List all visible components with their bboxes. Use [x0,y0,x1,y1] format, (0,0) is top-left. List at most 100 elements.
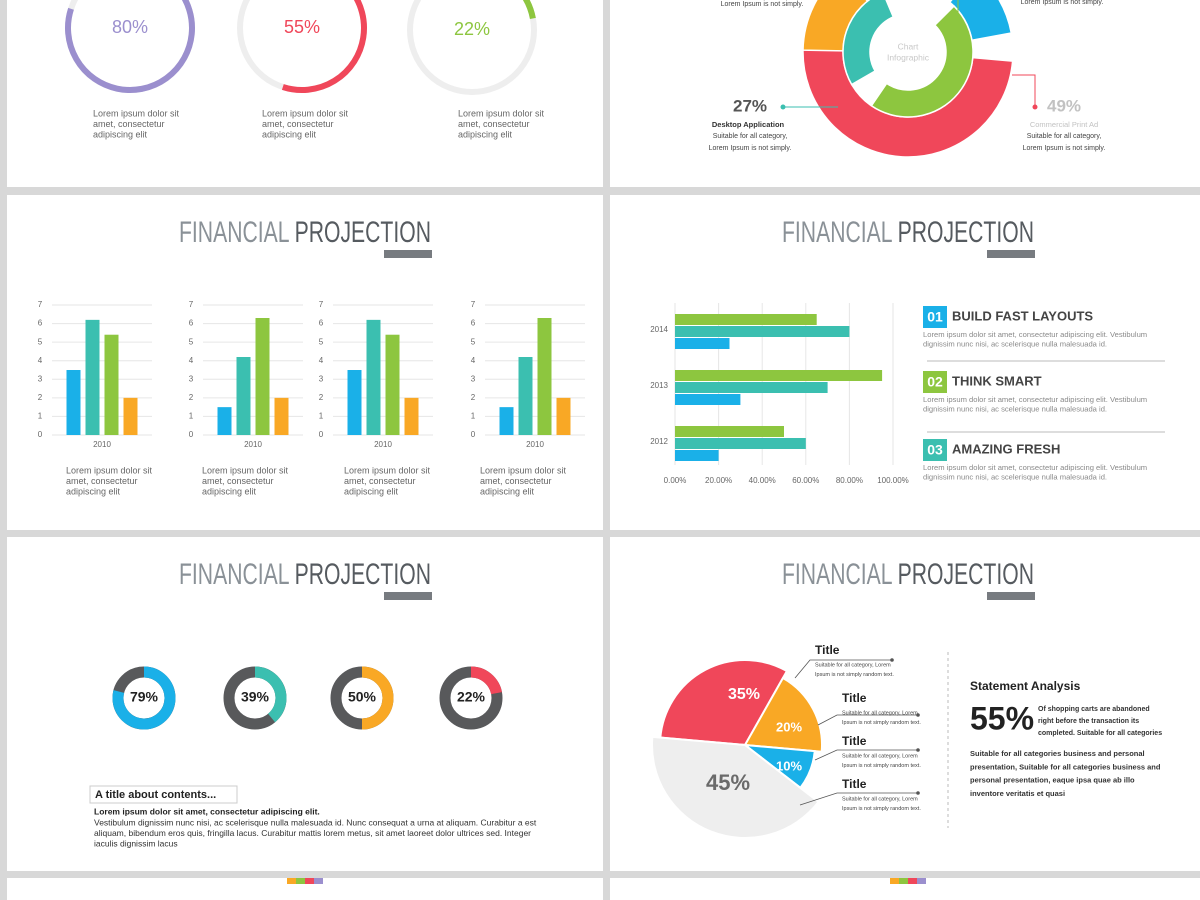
slice-label: 35% [728,686,760,703]
chart-caption: adipiscing elit [202,486,257,496]
statement-body: personal presentation, eaque ipsa quae a… [970,776,1135,785]
y-tick-label: 7 [38,300,43,309]
y-tick-label: 2 [471,393,476,402]
y-tick-label: 2 [189,393,194,402]
gauge-caption: amet, consectetur [262,119,334,129]
annotation-text: Suitable for all category, [713,133,788,140]
annotation-title: Title [842,734,867,748]
leader-line [817,714,918,726]
y-tick-label: 4 [319,356,324,365]
y-tick-label: 2 [38,393,43,402]
x-tick-label: 80.00% [836,476,863,485]
feature-text: Lorem ipsum dolor sit amet, consectetur … [923,330,1147,339]
feature-number: 02 [927,374,943,390]
pie-slice [743,676,823,753]
statement-text: right before the transaction its [1038,718,1139,725]
y-tick-label: 3 [38,374,43,383]
bar [274,397,289,435]
y-tick-label: 5 [471,337,476,346]
feature-text: Lorem ipsum dolor sit amet, consectetur … [923,395,1147,404]
slide-panel [7,0,603,187]
leader-line [799,792,918,806]
chart-caption: adipiscing elit [344,486,399,496]
annotation-text: Suitable for all category, Lorem [842,710,918,716]
bar [255,318,270,435]
title-dark: PROJECTION [898,216,1034,249]
y-tick-label: 3 [319,374,324,383]
y-tick-label: 7 [189,300,194,309]
slide-panel [7,537,603,871]
center-label: Chart [898,41,919,51]
y-tick-label: 2012 [650,437,668,446]
gauge-arc [470,666,502,695]
pie-slice [659,659,789,747]
bar [675,438,806,449]
gauge-arc [361,666,394,730]
slide-panel [610,195,1200,530]
slice-label: 10% [776,758,802,773]
strip-block [305,878,314,884]
gauge-arc [522,0,536,20]
color-strip [287,878,926,884]
y-tick-label: 4 [471,356,476,365]
gauge-label: 80% [112,17,148,37]
annotation-title: Title [815,643,840,657]
annotation-text: Ipsum is not simply random text. [842,763,921,769]
number-box [923,306,947,328]
title-underline [987,250,1035,258]
bar [366,319,381,435]
slice-label: 20% [776,719,802,734]
gauge-caption: Lorem ipsum dolor sit [458,108,545,118]
gauge-label: 22% [457,689,486,705]
gauge-caption: adipiscing elit [458,129,513,139]
gauge-caption: adipiscing elit [262,129,317,139]
y-tick-label: 2014 [650,325,668,334]
top-note: Lorem Ipsum is not simply. [721,1,804,8]
bar [675,326,850,337]
y-tick-label: 5 [319,337,324,346]
title-underline [987,592,1035,600]
y-tick-label: 7 [319,300,324,309]
top-note: Lorem Ipsum is not simply. [1021,0,1104,6]
center-label: Infographic [887,52,930,62]
feature-text: dignissim nunc nisi, ac scelerisque null… [923,340,1107,349]
annotation-text: Suitable for all category, [1027,133,1102,140]
number-box [923,439,947,461]
bar [675,314,817,325]
x-tick-label: 0.00% [664,476,687,485]
leader-line [1012,74,1036,107]
chart-caption: adipiscing elit [480,486,535,496]
feature-title: BUILD FAST LAYOUTS [952,308,1093,323]
strip-block [314,878,323,884]
slide-title: FINANCIAL PROJECTION [179,558,431,591]
feature-title: THINK SMART [952,373,1042,388]
strip-block [287,878,296,884]
leader-dot [1032,104,1038,110]
number-box [923,371,947,393]
y-tick-label: 2 [319,393,324,402]
slide-panel [7,878,603,900]
feature-text: dignissim nunc nisi, ac scelerisque null… [923,405,1107,414]
gauge-label: 39% [241,689,270,705]
body-text: iaculis dignissim lacus [94,838,178,848]
bar [675,338,730,349]
statement-heading: Statement Analysis [970,679,1081,693]
strip-block [296,878,305,884]
annotation-title: Desktop Application [712,120,785,129]
chart-caption: adipiscing elit [66,486,121,496]
statement-text: Of shopping carts are abandoned [1038,706,1150,713]
chart-caption: amet, consectetur [202,476,274,486]
strip-block [908,878,917,884]
feature-number: 03 [927,442,943,458]
feature-text: Lorem ipsum dolor sit amet, consectetur … [923,463,1147,472]
gauge-arc [281,0,367,93]
bar [217,407,232,435]
feature-number: 01 [927,309,943,325]
gauge-caption: adipiscing elit [93,129,148,139]
y-tick-label: 1 [471,412,476,421]
title-light: FINANCIAL [179,216,289,249]
y-tick-label: 5 [38,337,43,346]
gauge-label: 22% [454,19,490,39]
